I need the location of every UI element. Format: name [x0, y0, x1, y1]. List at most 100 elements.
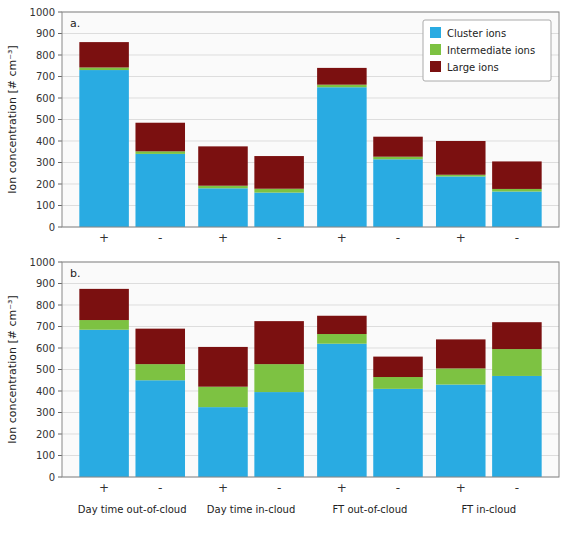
- y-tick-label: 100: [36, 200, 55, 211]
- bar-segment: [254, 156, 304, 189]
- grid-line: [62, 119, 559, 120]
- x-tick-label: +: [456, 231, 466, 245]
- bar-segment: [254, 392, 304, 477]
- y-tick-label: 800: [36, 300, 55, 311]
- bar-segment: [436, 339, 486, 368]
- bar-segment: [436, 176, 486, 227]
- panel-label: b.: [70, 267, 80, 280]
- y-tick-label: 600: [36, 93, 55, 104]
- y-axis-label: Ion concentration [# cm⁻³]: [6, 45, 19, 193]
- bars: [79, 42, 541, 227]
- x-tick-label: -: [396, 231, 400, 245]
- y-axis-label: Ion concentration [# cm⁻³]: [6, 295, 19, 443]
- legend: Cluster ions Intermediate ions Large ions: [423, 20, 551, 81]
- legend-label: Intermediate ions: [447, 45, 535, 56]
- legend-label: Large ions: [447, 62, 499, 73]
- y-tick: [58, 348, 62, 349]
- y-tick: [58, 305, 62, 306]
- bar-segment: [317, 87, 367, 227]
- bar-segment: [317, 316, 367, 334]
- y-tick-label: 900: [36, 28, 55, 39]
- y-tick: [58, 455, 62, 456]
- plot-frame: [62, 12, 559, 227]
- bar-segment: [254, 189, 304, 193]
- y-tick-label: 200: [36, 179, 55, 190]
- y-tick: [58, 162, 62, 163]
- y-tick: [58, 434, 62, 435]
- bar-segment: [135, 364, 185, 380]
- x-tick-label: -: [515, 481, 519, 495]
- y-tick: [58, 205, 62, 206]
- bar-segment: [254, 364, 304, 392]
- bar-segment: [436, 368, 486, 384]
- panel: 01002003004005006007008009001000+-+-+-+-…: [6, 7, 559, 246]
- y-tick: [58, 326, 62, 327]
- legend-label: Cluster ions: [447, 28, 506, 39]
- y-tick-label: 0: [49, 472, 55, 483]
- y-tick: [58, 184, 62, 185]
- bars: [79, 289, 541, 477]
- grid-line: [62, 283, 559, 284]
- bar-segment: [317, 68, 367, 85]
- y-tick: [58, 12, 62, 13]
- bar-segment: [492, 322, 542, 349]
- y-tick: [58, 141, 62, 142]
- bar-segment: [373, 389, 423, 477]
- bar-segment: [198, 146, 248, 185]
- y-tick: [58, 412, 62, 413]
- bar-segment: [492, 192, 542, 227]
- bar-segment: [79, 67, 129, 70]
- x-tick-label: +: [99, 231, 109, 245]
- y-tick-label: 1000: [30, 257, 55, 268]
- legend-swatch: [430, 61, 441, 72]
- y-tick-label: 300: [36, 407, 55, 418]
- bar-segment: [373, 377, 423, 389]
- y-tick: [58, 369, 62, 370]
- bar-segment: [79, 42, 129, 67]
- x-tick-label: +: [218, 481, 228, 495]
- y-tick: [58, 262, 62, 263]
- bar-segment: [317, 85, 367, 88]
- x-tick-label: +: [337, 231, 347, 245]
- bar-segment: [436, 175, 486, 177]
- bar-segment: [198, 186, 248, 189]
- y-tick-label: 1000: [30, 7, 55, 18]
- bar-segment: [135, 380, 185, 477]
- bar-segment: [492, 349, 542, 376]
- panel-label: a.: [70, 17, 80, 30]
- bar-segment: [254, 193, 304, 227]
- x-tick-label: +: [337, 481, 347, 495]
- group-label: Day time out-of-cloud: [78, 504, 187, 515]
- y-tick: [58, 391, 62, 392]
- y-tick: [58, 33, 62, 34]
- x-tick-label: -: [515, 231, 519, 245]
- y-tick-label: 300: [36, 157, 55, 168]
- y-tick: [58, 227, 62, 228]
- x-tick-label: -: [277, 481, 281, 495]
- bar-segment: [198, 387, 248, 407]
- plot-frame: [62, 262, 559, 477]
- x-tick-label: -: [158, 481, 162, 495]
- y-tick-label: 600: [36, 343, 55, 354]
- grid-line: [62, 326, 559, 327]
- bar-segment: [373, 357, 423, 377]
- bar-segment: [436, 385, 486, 477]
- bar-segment: [373, 137, 423, 157]
- y-tick-label: 800: [36, 50, 55, 61]
- bar-segment: [198, 347, 248, 387]
- bar-segment: [198, 188, 248, 227]
- bar-segment: [135, 329, 185, 364]
- y-tick: [58, 119, 62, 120]
- grid-line: [62, 98, 559, 99]
- bar-segment: [135, 123, 185, 152]
- bar-segment: [492, 189, 542, 192]
- y-tick: [58, 283, 62, 284]
- y-tick: [58, 76, 62, 77]
- x-tick-label: -: [277, 231, 281, 245]
- y-tick-label: 500: [36, 114, 55, 125]
- panel: 01002003004005006007008009001000+-+-+-+-…: [6, 257, 559, 516]
- bar-segment: [373, 157, 423, 160]
- legend-swatch: [430, 27, 441, 38]
- y-tick-label: 500: [36, 364, 55, 375]
- bar-segment: [436, 141, 486, 175]
